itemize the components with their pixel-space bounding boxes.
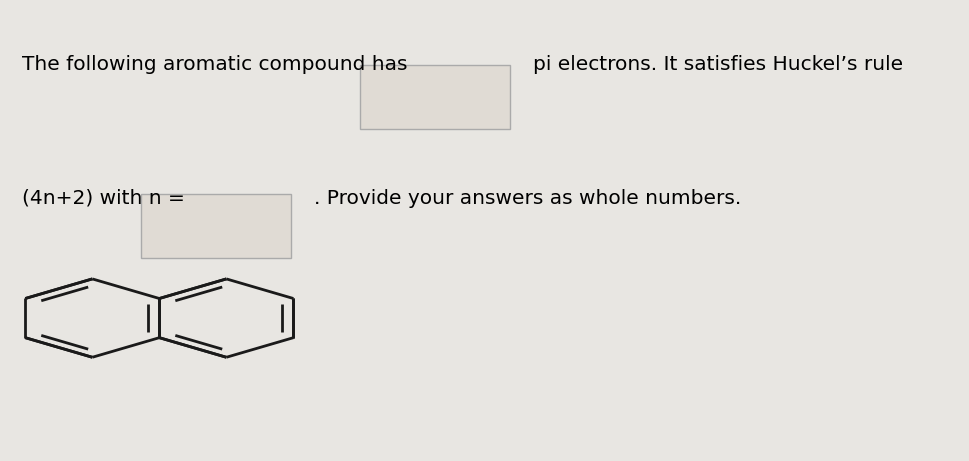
FancyBboxPatch shape: [141, 194, 292, 258]
Text: . Provide your answers as whole numbers.: . Provide your answers as whole numbers.: [314, 189, 741, 208]
Text: (4n+2) with n =: (4n+2) with n =: [22, 189, 185, 208]
FancyBboxPatch shape: [359, 65, 510, 129]
Text: The following aromatic compound has: The following aromatic compound has: [22, 55, 407, 74]
Text: pi electrons. It satisfies Huckel’s rule: pi electrons. It satisfies Huckel’s rule: [533, 55, 903, 74]
